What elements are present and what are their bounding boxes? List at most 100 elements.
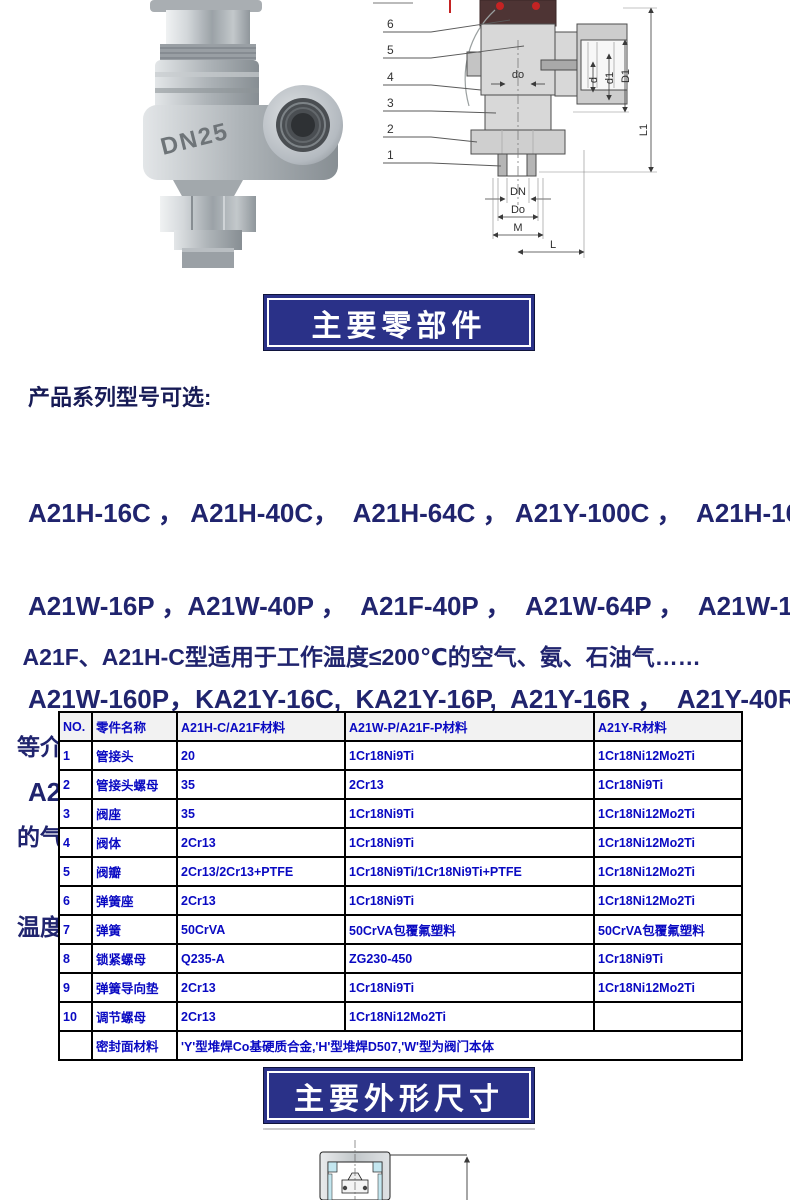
valve-photo: DN25 [143, 0, 343, 268]
cell-material: 1Cr18Ni12Mo2Ti [344, 1001, 595, 1032]
cell-material: 50CrVA包覆氟塑料 [593, 914, 743, 945]
cell-part: 弹簧座 [91, 885, 178, 916]
dim-label-do: do [512, 69, 524, 81]
dimension-labels: d d1 D1 L1 do DN Do M L [510, 69, 650, 251]
cell-material: Q235-A [176, 943, 346, 974]
cell-no: 6 [58, 885, 93, 916]
table-row: 1 管接头 20 1Cr18Ni9Ti 1Cr18Ni12Mo2Ti [58, 740, 743, 771]
col-header-a21w: A21W-P/A21F-P材料 [344, 711, 595, 742]
leader-number: 4 [387, 70, 394, 84]
table-row: 4 阀体 2Cr13 1Cr18Ni9Ti 1Cr18Ni12Mo2Ti [58, 827, 743, 858]
cell-no: 1 [58, 740, 93, 771]
banner-main-parts-label: 主要零部件 [267, 298, 531, 347]
dim-label-d: d [588, 77, 600, 83]
cell-material: 1Cr18Ni9Ti [344, 885, 595, 916]
dim-label-DN: DN [510, 186, 526, 198]
cell-no: 10 [58, 1001, 93, 1032]
cell-material: 2Cr13 [344, 769, 595, 800]
cell-part: 弹簧 [91, 914, 178, 945]
dimension-lines [485, 7, 657, 258]
cell-material: 2Cr13/2Cr13+PTFE [176, 856, 346, 887]
cell-no: 7 [58, 914, 93, 945]
cell-material: 1Cr18Ni12Mo2Ti [593, 827, 743, 858]
cell-no: 5 [58, 856, 93, 887]
leader-number: 2 [387, 122, 394, 136]
cell-material: 20 [176, 740, 346, 771]
cell-material: ZG230-450 [344, 943, 595, 974]
cell-part: 锁紧螺母 [91, 943, 178, 974]
cell-material: 1Cr18Ni9Ti [593, 769, 743, 800]
table-footer-row: 密封面材料 'Y'型堆焊Co基硬质合金,'H'型堆焊D507,'W'型为阀门本体 [58, 1030, 743, 1061]
leader-number: 6 [387, 17, 394, 31]
cell-material: 35 [176, 798, 346, 829]
cell-part: 管接头 [91, 740, 178, 771]
cell-material: 1Cr18Ni9Ti/1Cr18Ni9Ti+PTFE [344, 856, 595, 887]
cell-material: 1Cr18Ni9Ti [344, 827, 595, 858]
cell-material: 1Cr18Ni12Mo2Ti [593, 885, 743, 916]
dim-label-L1: L1 [638, 124, 650, 136]
dimension-drawing-partial [265, 1128, 535, 1200]
col-header-a21h: A21H-C/A21F材料 [176, 711, 346, 742]
table-row: 6 弹簧座 2Cr13 1Cr18Ni9Ti 1Cr18Ni12Mo2Ti [58, 885, 743, 916]
table-row: 3 阀座 35 1Cr18Ni9Ti 1Cr18Ni12Mo2Ti [58, 798, 743, 829]
cell-material: 2Cr13 [176, 885, 346, 916]
cell-material: 1Cr18Ni12Mo2Ti [593, 740, 743, 771]
cell-material: 35 [176, 769, 346, 800]
description-line: A21F、A21H-C型适用于工作温度≤200℃的空气、氨、石油气…… [17, 644, 701, 670]
materials-table: NO. 零件名称 A21H-C/A21F材料 A21W-P/A21F-P材料 A… [58, 711, 743, 1061]
table-row: 2 管接头螺母 35 2Cr13 1Cr18Ni9Ti [58, 769, 743, 800]
cell-material: 2Cr13 [176, 827, 346, 858]
cell-material: 2Cr13 [176, 972, 346, 1003]
valve-photo-illustration: DN25 [143, 0, 343, 268]
leader-callouts: 6 5 4 3 2 1 [383, 17, 525, 167]
seal-dot [496, 2, 504, 10]
cell-part: 弹簧导向垫 [91, 972, 178, 1003]
dim-label-L: L [550, 239, 556, 251]
cell-no: 8 [58, 943, 93, 974]
cell-material: 50CrVA [176, 914, 346, 945]
cell-no: 4 [58, 827, 93, 858]
cell-material: 1Cr18Ni9Ti [344, 798, 595, 829]
table-header-row: NO. 零件名称 A21H-C/A21F材料 A21W-P/A21F-P材料 A… [58, 711, 743, 742]
cell-sealing-label: 密封面材料 [91, 1030, 178, 1061]
table-row: 7 弹簧 50CrVA 50CrVA包覆氟塑料 50CrVA包覆氟塑料 [58, 914, 743, 945]
cell-material: 1Cr18Ni12Mo2Ti [593, 798, 743, 829]
banner-main-parts: 主要零部件 [263, 294, 535, 351]
dim-label-Do: Do [511, 204, 525, 216]
cell-material: 1Cr18Ni9Ti [593, 943, 743, 974]
seal-dot [532, 2, 540, 10]
table-row: 8 锁紧螺母 Q235-A ZG230-450 1Cr18Ni9Ti [58, 943, 743, 974]
dim-extension [390, 1154, 471, 1200]
table-row: 10 调节螺母 2Cr13 1Cr18Ni12Mo2Ti [58, 1001, 743, 1032]
section-diagram: 6 5 4 3 2 1 [373, 0, 657, 258]
cell-part: 调节螺母 [91, 1001, 178, 1032]
col-header-a21y: A21Y-R材料 [593, 711, 743, 742]
dim-label-D1: D1 [620, 69, 632, 83]
table-row: 5 阀瓣 2Cr13/2Cr13+PTFE 1Cr18Ni9Ti/1Cr18Ni… [58, 856, 743, 887]
cell-material: 1Cr18Ni12Mo2Ti [593, 972, 743, 1003]
table-row: 9 弹簧导向垫 2Cr13 1Cr18Ni9Ti 1Cr18Ni12Mo2Ti [58, 972, 743, 1003]
banner-main-dimensions: 主要外形尺寸 [263, 1067, 535, 1124]
cell-material: 1Cr18Ni9Ti [344, 740, 595, 771]
cell-no [58, 1030, 93, 1061]
leader-number: 3 [387, 96, 394, 110]
dim-label-M: M [513, 222, 522, 234]
cap-section [319, 1140, 391, 1200]
cell-material: 1Cr18Ni12Mo2Ti [593, 856, 743, 887]
cell-no: 3 [58, 798, 93, 829]
cell-part: 管接头螺母 [91, 769, 178, 800]
cell-material: 1Cr18Ni9Ti [344, 972, 595, 1003]
col-header-no: NO. [58, 711, 93, 742]
series-line: A21W-160P，KA21Y-16C, KA21Y-16P, A21Y-16R… [28, 684, 790, 714]
cell-material: 2Cr13 [176, 1001, 346, 1032]
cell-part: 阀瓣 [91, 856, 178, 887]
diagram-body [373, 0, 628, 205]
cell-no: 9 [58, 972, 93, 1003]
series-line: A21W-16P ，A21W-40P ， A21F-40P ， A21W-64P… [28, 591, 790, 621]
cell-part: 阀座 [91, 798, 178, 829]
leader-number: 1 [387, 148, 394, 162]
banner-main-dimensions-label: 主要外形尺寸 [267, 1071, 531, 1120]
cell-part: 阀体 [91, 827, 178, 858]
cell-material [593, 1001, 743, 1032]
